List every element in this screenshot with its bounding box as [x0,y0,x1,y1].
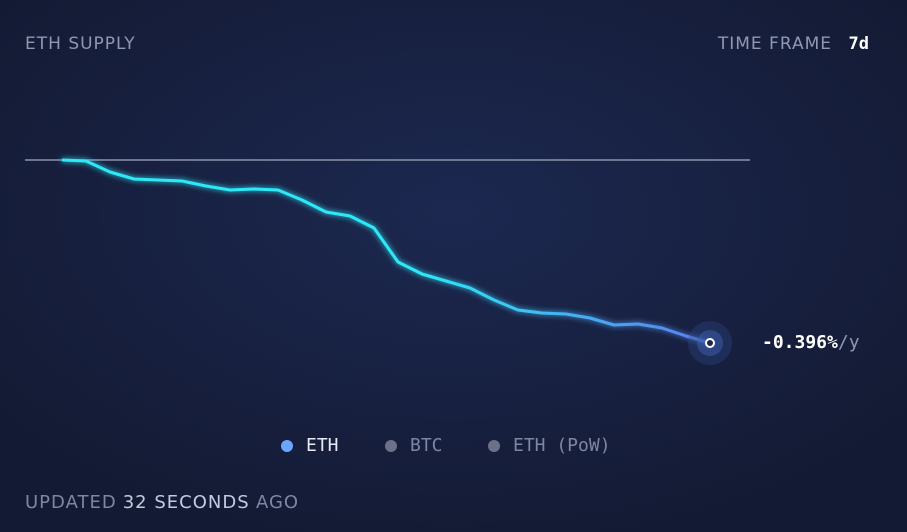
legend-dot [488,440,500,452]
legend-dot [281,440,293,452]
footer-suffix: AGO [256,492,299,513]
time-frame-label: TIME FRAME [717,34,832,54]
legend: ETH BTC ETH (PoW) [281,435,611,456]
end-value: -0.396% [762,332,838,353]
end-point [705,338,715,348]
footer-amount: 32 SECONDS [123,492,250,513]
legend-dot [385,440,397,452]
footer: UPDATED 32 SECONDS AGO [25,492,299,513]
footer-prefix: UPDATED [25,492,117,513]
title: ETH SUPPLY [25,34,136,54]
legend-label[interactable]: ETH [306,435,339,456]
plot [25,158,750,365]
end-label: -0.396%/y [762,332,860,353]
legend-label[interactable]: ETH (PoW) [513,435,611,456]
end-unit: /y [838,332,860,353]
legend-label[interactable]: BTC [410,435,443,456]
time-frame-value[interactable]: 7d [849,34,869,54]
eth-line [61,158,711,345]
